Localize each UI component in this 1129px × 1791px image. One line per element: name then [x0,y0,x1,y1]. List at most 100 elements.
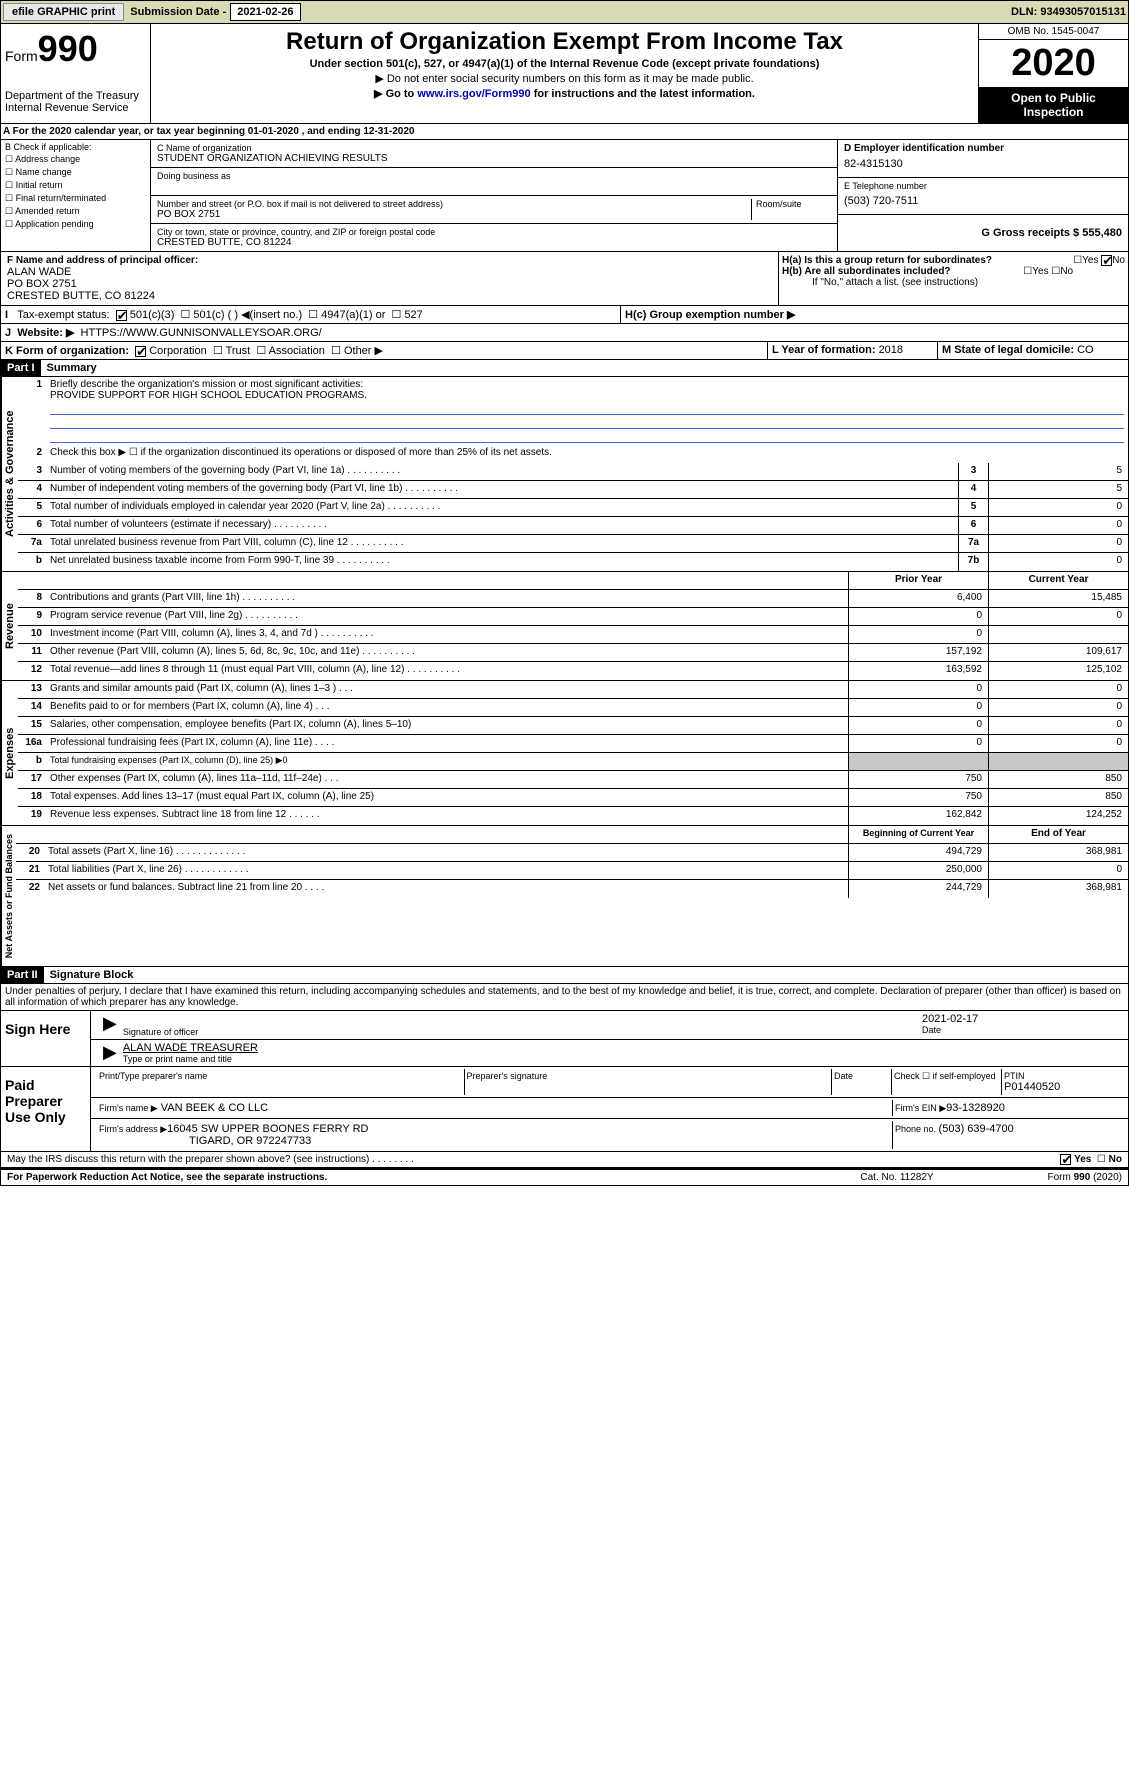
efile-print-button[interactable]: efile GRAPHIC print [3,3,124,21]
city-label: City or town, state or province, country… [157,227,831,237]
expenses-section: Expenses 13Grants and similar amounts pa… [0,681,1129,826]
check-amended[interactable]: ☐ Amended return [5,206,146,217]
firm-ein-label: Firm's EIN ▶ [895,1103,946,1113]
org-city: CRESTED BUTTE, CO 81224 [157,237,831,248]
check-name[interactable]: ☐ Name change [5,167,146,178]
section-c: C Name of organizationSTUDENT ORGANIZATI… [151,140,838,251]
hb-note: If "No," attach a list. (see instruction… [782,277,1125,288]
section-d-e-g: D Employer identification number82-43151… [838,140,1128,251]
prep-sig-label: Preparer's signature [467,1071,830,1081]
check-address[interactable]: ☐ Address change [5,154,146,165]
form-subtitle: Under section 501(c), 527, or 4947(a)(1)… [155,58,974,70]
mission-text: PROVIDE SUPPORT FOR HIGH SCHOOL EDUCATIO… [50,390,367,401]
sig-arrow-icon: ▶ [97,1042,123,1064]
col-end: End of Year [988,826,1128,843]
check-initial[interactable]: ☐ Initial return [5,180,146,191]
firm-name: VAN BEEK & CO LLC [161,1102,268,1114]
open-public: Open to Public Inspection [979,87,1128,123]
firm-ein: 93-1328920 [946,1102,1005,1114]
officer-addr1: PO BOX 2751 [7,278,772,290]
h-a: H(a) Is this a group return for subordin… [782,255,1125,266]
gross-receipts: G Gross receipts $ 555,480 [981,227,1122,239]
paid-preparer-label: Paid Preparer Use Only [1,1067,91,1151]
goto-post: for instructions and the latest informat… [531,88,755,100]
section-klm: K Form of organization: Corporation ☐ Tr… [0,342,1129,360]
netassets-section: Net Assets or Fund Balances Beginning of… [0,826,1129,967]
part2-title: Signature Block [44,967,140,983]
org-addr: PO BOX 2751 [157,209,751,220]
website-url: HTTPS://WWW.GUNNISONVALLEYSOAR.ORG/ [81,327,322,339]
sign-here-label: Sign Here [1,1011,91,1066]
telephone: (503) 720-7511 [844,191,1122,211]
discuss-yes-checkbox[interactable] [1060,1154,1071,1165]
corp-checkbox[interactable] [135,346,146,357]
ssn-note: ▶ Do not enter social security numbers o… [155,72,974,85]
dba-label: Doing business as [157,171,831,181]
submission-label: Submission Date - [130,6,226,18]
type-name-label: Type or print name and title [123,1054,1122,1064]
room-label: Room/suite [756,199,831,209]
discuss-text: May the IRS discuss this return with the… [7,1154,1060,1165]
form-word: Form [5,48,38,64]
prep-name-label: Print/Type preparer's name [99,1071,462,1081]
check-pending[interactable]: ☐ Application pending [5,219,146,230]
part1-title: Summary [41,360,103,376]
section-f-label: F Name and address of principal officer: [7,255,772,266]
addr-label: Number and street (or P.O. box if mail i… [157,199,751,209]
firm-phone: (503) 639-4700 [939,1123,1014,1135]
col-beginning: Beginning of Current Year [848,826,988,843]
501c3-checkbox[interactable] [116,310,127,321]
org-name: STUDENT ORGANIZATION ACHIEVING RESULTS [157,153,831,164]
sig-officer-label: Signature of officer [123,1027,922,1037]
date-label: Date [922,1025,1122,1035]
irs-link[interactable]: www.irs.gov/Form990 [417,88,530,100]
firm-name-label: Firm's name ▶ [99,1103,158,1113]
form-number: 990 [38,28,98,69]
officer-addr2: CRESTED BUTTE, CO 81224 [7,290,772,302]
ein-label: D Employer identification number [844,143,1122,154]
self-employed-check[interactable]: Check ☐ if self-employed [892,1069,1002,1095]
ha-no-checkbox[interactable] [1101,255,1112,266]
gov-section: Activities & Governance 1Briefly describ… [0,377,1129,572]
vtext-expenses: Expenses [1,681,18,825]
state-domicile: CO [1077,344,1094,356]
col-prior: Prior Year [848,572,988,589]
h-c: H(c) Group exemption number ▶ [625,309,795,321]
form-footer: Form 990 (2020) [972,1172,1122,1183]
goto-pre: ▶ Go to [374,88,417,100]
vtext-netassets: Net Assets or Fund Balances [1,826,16,966]
firm-addr2: TIGARD, OR 972247733 [99,1135,311,1147]
sign-here-block: Sign Here ▶Signature of officer2021-02-1… [0,1011,1129,1067]
officer-name: ALAN WADE [7,266,772,278]
ein: 82-4315130 [844,154,1122,174]
tel-label: E Telephone number [844,181,1122,191]
ptin-label: PTIN [1004,1071,1120,1081]
check-final[interactable]: ☐ Final return/terminated [5,193,146,204]
firm-addr1: 16045 SW UPPER BOONES FERRY RD [167,1123,368,1135]
dln: DLN: 93493057015131 [1011,6,1126,18]
officer-printed-name: ALAN WADE TREASURER [123,1042,1122,1054]
dept-treasury: Department of the Treasury Internal Reve… [5,90,146,114]
firm-addr-label: Firm's address ▶ [99,1124,167,1134]
mission-label: Briefly describe the organization's miss… [50,379,363,390]
org-name-label: C Name of organization [157,143,831,153]
h-b: H(b) Are all subordinates included? ☐Yes… [782,266,1125,277]
phone-label: Phone no. [895,1124,939,1134]
sig-arrow-icon: ▶ [97,1013,123,1037]
section-a: A For the 2020 calendar year, or tax yea… [1,124,1128,139]
section-b: B Check if applicable: ☐ Address change … [1,140,151,251]
check-b-label: B Check if applicable: [5,142,146,152]
section-i: I Tax-exempt status: 501(c)(3) ☐ 501(c) … [0,306,1129,324]
pra-notice: For Paperwork Reduction Act Notice, see … [7,1172,327,1183]
prep-date-label: Date [834,1071,889,1081]
form-header: Form990 Department of the Treasury Inter… [0,24,1129,124]
vtext-revenue: Revenue [1,572,18,680]
form-title: Return of Organization Exempt From Incom… [155,28,974,56]
omb-number: OMB No. 1545-0047 [979,24,1128,40]
line2-text: Check this box ▶ ☐ if the organization d… [46,445,1128,463]
section-j: J Website: ▶ HTTPS://WWW.GUNNISONVALLEYS… [0,324,1129,342]
part2-header: Part II [1,967,44,983]
top-bar: efile GRAPHIC print Submission Date - 20… [0,0,1129,24]
bcd-block: B Check if applicable: ☐ Address change … [0,140,1129,252]
cat-number: Cat. No. 11282Y [822,1172,972,1183]
